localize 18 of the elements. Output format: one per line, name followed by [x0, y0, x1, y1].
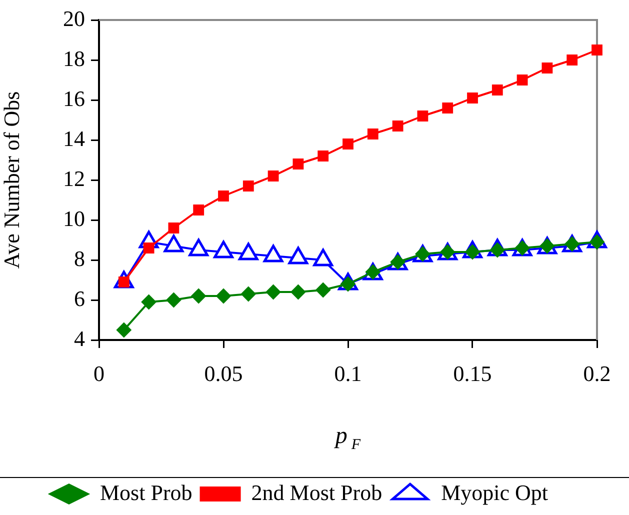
- legend-label: Myopic Opt: [441, 480, 548, 505]
- legend-label: 2nd Most Prob: [251, 480, 382, 505]
- y-tick-label: 8: [74, 246, 85, 271]
- y-tick-label: 6: [74, 286, 85, 311]
- y-tick-label: 12: [63, 166, 85, 191]
- y-tick-label: 18: [63, 46, 85, 71]
- y-axis-title: Ave Number of Obs: [0, 91, 24, 269]
- legend-label: Most Prob: [100, 480, 192, 505]
- x-tick-label: 0.1: [334, 360, 362, 386]
- x-tick-label: 0: [94, 360, 104, 386]
- y-tick-label: 10: [63, 206, 85, 231]
- x-tick-label: 0.05: [204, 360, 243, 386]
- y-tick-label: 4: [74, 326, 85, 351]
- y-tick-label: 20: [63, 6, 85, 31]
- y-tick-label: 14: [63, 126, 85, 151]
- x-tick-label: 0.15: [453, 360, 492, 386]
- x-tick-label: 0.2: [583, 360, 611, 386]
- y-tick-label: 16: [63, 86, 85, 111]
